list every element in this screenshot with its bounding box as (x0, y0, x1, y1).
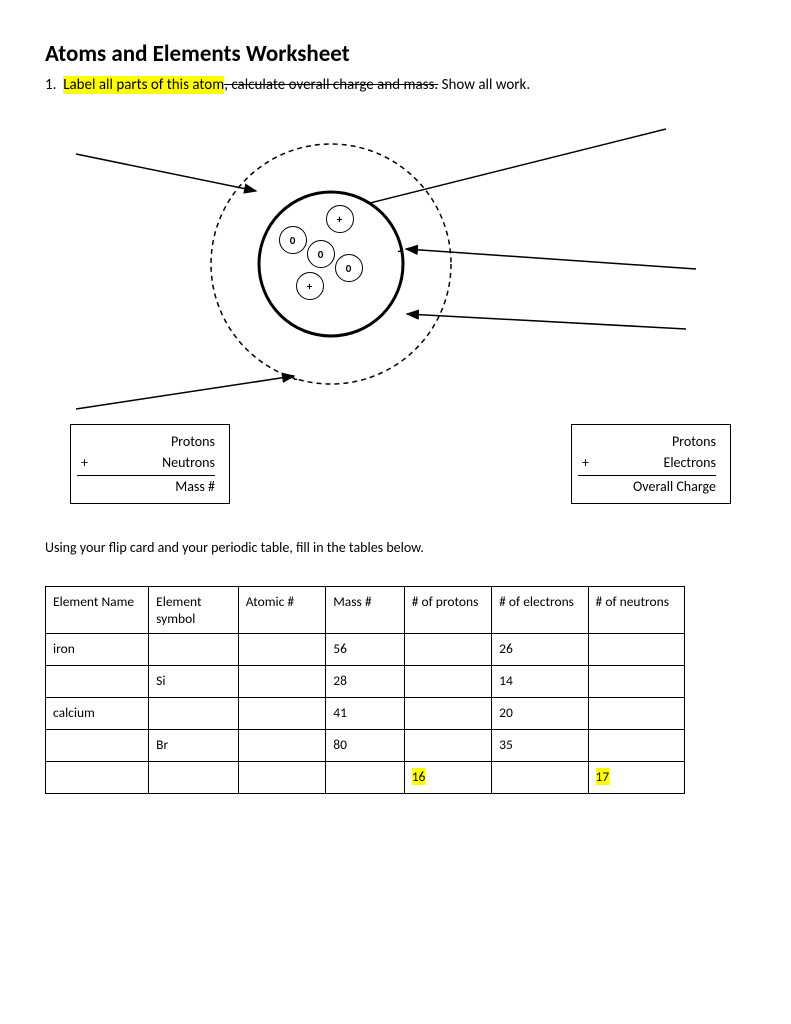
electron-mark: - (294, 372, 298, 387)
table-cell (46, 666, 149, 698)
electron-mark: - (398, 244, 402, 259)
table-body: iron5626Si2814calcium4120Br80351617 (46, 634, 685, 794)
highlighted-value: 17 (596, 768, 610, 785)
calculation-boxes: Protons Neutrons Mass # Protons Electron… (45, 424, 746, 504)
calc-right-row3: Overall Charge (578, 476, 716, 497)
table-cell (149, 698, 239, 730)
table-cell (404, 730, 491, 762)
table-cell: iron (46, 634, 149, 666)
atom-svg (46, 114, 746, 414)
table-cell: 14 (492, 666, 588, 698)
question-struck: , calculate overall charge and mass. (224, 76, 438, 94)
table-cell (588, 698, 684, 730)
table-cell: 41 (326, 698, 404, 730)
label-arrow (407, 314, 686, 329)
column-header: Atomic # (238, 587, 325, 634)
neutron-particle: 0 (307, 240, 335, 268)
table-cell (46, 730, 149, 762)
table-cell: 35 (492, 730, 588, 762)
table-cell (588, 730, 684, 762)
column-header: # of neutrons (588, 587, 684, 634)
table-cell (326, 762, 404, 794)
table-cell (238, 762, 325, 794)
question-1: 1. Label all parts of this atom, calcula… (45, 76, 746, 94)
table-cell (238, 666, 325, 698)
table-cell: calcium (46, 698, 149, 730)
table-cell (238, 698, 325, 730)
table-cell (238, 634, 325, 666)
table-row: iron 56 26 (46, 634, 685, 666)
calc-left-row3: Mass # (77, 476, 215, 497)
mass-calc-box: Protons Neutrons Mass # (70, 424, 230, 504)
table-cell: 17 (588, 762, 684, 794)
question-number: 1. (45, 76, 56, 94)
question-rest: Show all work. (438, 76, 530, 94)
table-header-row: Element NameElement symbolAtomic #Mass #… (46, 587, 685, 634)
atom-diagram: +000 + - - (46, 114, 746, 414)
table-cell: 56 (326, 634, 404, 666)
calc-right-row1: Protons (578, 431, 716, 452)
label-arrow (76, 154, 256, 191)
elements-table: Element NameElement symbolAtomic #Mass #… (45, 586, 685, 794)
table-cell (492, 762, 588, 794)
table-cell (404, 634, 491, 666)
column-header: Element symbol (149, 587, 239, 634)
table-row: Br 80 35 (46, 730, 685, 762)
column-header: Mass # (326, 587, 404, 634)
table-cell (588, 634, 684, 666)
proton-particle: + (326, 205, 354, 233)
calc-left-row1: Protons (77, 431, 215, 452)
table-cell (404, 666, 491, 698)
calc-right-row2: Electrons (578, 452, 716, 476)
table-cell: 28 (326, 666, 404, 698)
table-cell (404, 698, 491, 730)
table-cell (238, 730, 325, 762)
column-header: # of electrons (492, 587, 588, 634)
column-header: # of protons (404, 587, 491, 634)
label-arrow (406, 249, 696, 269)
table-cell: Si (149, 666, 239, 698)
table-cell: 26 (492, 634, 588, 666)
label-arrow (76, 376, 294, 409)
table-cell (149, 762, 239, 794)
proton-particle: + (296, 272, 324, 300)
neutron-particle: 0 (335, 254, 363, 282)
table-cell (588, 666, 684, 698)
table-cell (46, 762, 149, 794)
calc-left-row2: Neutrons (77, 452, 215, 476)
neutron-particle: 0 (279, 226, 307, 254)
table-cell: 20 (492, 698, 588, 730)
table-row: Si 28 14 (46, 666, 685, 698)
table-row: calcium 41 20 (46, 698, 685, 730)
table-cell: Br (149, 730, 239, 762)
instruction-text: Using your flip card and your periodic t… (45, 539, 746, 556)
table-cell: 16 (404, 762, 491, 794)
page-title: Atoms and Elements Worksheet (45, 40, 746, 68)
column-header: Element Name (46, 587, 149, 634)
label-arrow (346, 129, 666, 209)
table-cell (149, 634, 239, 666)
table-row: 1617 (46, 762, 685, 794)
highlighted-value: 16 (412, 768, 426, 785)
table-cell: 80 (326, 730, 404, 762)
question-highlighted: Label all parts of this atom (63, 76, 224, 94)
charge-calc-box: Protons Electrons Overall Charge (571, 424, 731, 504)
